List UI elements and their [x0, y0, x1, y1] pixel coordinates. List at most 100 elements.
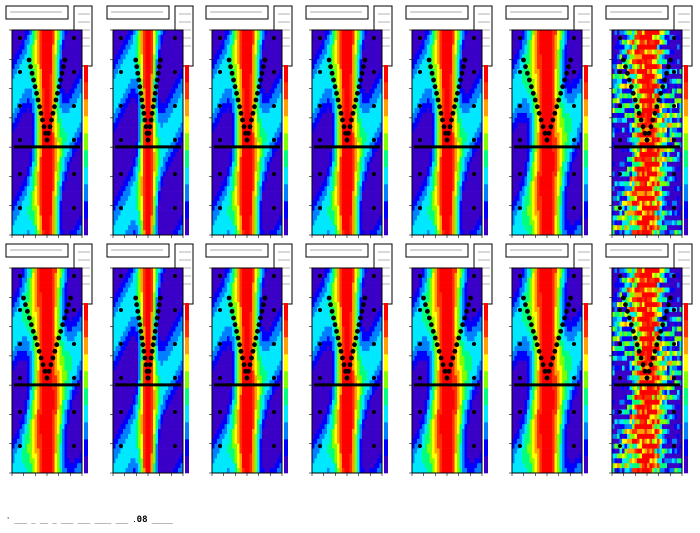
heatmap-cell	[317, 161, 320, 167]
heatmap-cell	[354, 54, 358, 60]
heatmap-cell	[160, 73, 164, 80]
heatmap-cell	[272, 127, 275, 133]
heatmap-cell	[133, 39, 136, 45]
heatmap-cell	[332, 73, 335, 80]
heatmap-cell	[178, 176, 181, 182]
heatmap-cell	[17, 39, 20, 45]
heatmap-cell	[143, 166, 146, 172]
heatmap-cell	[180, 122, 184, 128]
heatmap-cell	[254, 200, 258, 207]
heatmap-cell	[229, 215, 233, 221]
heatmap-cell	[113, 83, 116, 89]
heatmap-cell	[357, 69, 360, 75]
heatmap-cell	[219, 30, 223, 36]
heatmap-cell	[349, 103, 353, 109]
heatmap-cell	[329, 88, 333, 94]
heatmap-cell	[62, 166, 65, 172]
heatmap-cell	[180, 78, 184, 84]
heatmap-cell	[140, 112, 144, 119]
heatmap-cell	[334, 191, 338, 197]
heatmap-cell	[47, 44, 50, 50]
heatmap-cell	[163, 181, 166, 187]
heatmap-cell	[150, 73, 154, 80]
heatmap-cell	[62, 39, 65, 45]
heatmap-cell	[339, 132, 343, 138]
heatmap-cell	[322, 103, 325, 109]
heatmap-cell	[314, 171, 318, 177]
heatmap-cell	[79, 30, 83, 36]
heatmap-cell	[79, 112, 83, 119]
heatmap-cell	[158, 108, 161, 114]
heatmap-cell	[32, 220, 35, 226]
heatmap-cell	[272, 186, 275, 192]
heatmap-cell	[249, 156, 253, 163]
heatmap-cell	[344, 83, 348, 89]
heatmap-cell	[180, 108, 184, 114]
heatmap-cell	[212, 176, 215, 182]
heatmap-cell	[354, 166, 358, 172]
heatmap-cell	[314, 181, 318, 187]
heatmap-cell	[113, 49, 116, 55]
heatmap-cell	[332, 54, 335, 60]
heatmap-cell	[342, 132, 345, 138]
heatmap-cell	[173, 166, 176, 172]
heatmap-cell	[354, 142, 358, 148]
heatmap-cell	[367, 69, 370, 75]
heatmap-cell	[377, 59, 380, 65]
heatmap-cell	[252, 83, 255, 89]
marker-point	[337, 104, 342, 110]
heatmap-cell	[32, 112, 35, 119]
heatmap-cell	[329, 44, 333, 50]
heatmap-cell	[264, 117, 268, 124]
heatmap-cell	[224, 186, 228, 192]
heatmap-cell	[364, 132, 368, 138]
heatmap-cell	[212, 122, 215, 128]
marker-point	[252, 104, 257, 110]
heatmap-cell	[12, 88, 15, 94]
heatmap-cell	[145, 186, 149, 192]
heatmap-cell	[239, 195, 243, 202]
heatmap-cell	[324, 54, 328, 60]
heatmap-cell	[227, 127, 230, 133]
heatmap-cell	[342, 83, 345, 89]
heatmap-cell	[379, 132, 383, 138]
heatmap-cell	[279, 103, 283, 109]
heatmap-cell	[173, 98, 176, 104]
heatmap-cell	[163, 161, 166, 167]
palette-step	[384, 201, 388, 219]
heatmap-cell	[168, 152, 171, 158]
heatmap-cell	[180, 34, 184, 41]
heatmap-cell	[274, 44, 278, 50]
heatmap-cell	[257, 78, 260, 84]
heatmap-cell	[77, 186, 80, 192]
heatmap-cell	[39, 210, 43, 216]
heatmap-cell	[57, 171, 60, 177]
heatmap-cell	[175, 191, 179, 197]
heatmap-cell	[377, 73, 380, 80]
heatmap-cell	[354, 191, 358, 197]
heatmap-cell	[277, 64, 280, 70]
heatmap-cell	[170, 127, 174, 133]
heatmap-cell	[170, 181, 174, 187]
heatmap-cell	[212, 215, 215, 221]
heatmap-cell	[219, 44, 223, 50]
heatmap-cell	[64, 225, 68, 231]
heatmap-cell	[217, 230, 220, 236]
heatmap-cell	[337, 39, 340, 45]
heatmap-cell	[219, 220, 223, 226]
palette-step	[84, 184, 88, 202]
heatmap-cell	[372, 225, 375, 231]
heatmap-cell	[359, 127, 363, 133]
heatmap-cell	[277, 142, 280, 148]
heatmap-cell	[242, 225, 245, 231]
heatmap-cell	[344, 225, 348, 231]
heatmap-cell	[138, 44, 141, 50]
heatmap-cell	[125, 176, 129, 182]
heatmap-cell	[64, 176, 68, 182]
heatmap-cell	[329, 176, 333, 182]
heatmap-cell	[257, 108, 260, 114]
heatmap-cell	[362, 117, 365, 124]
heatmap-cell	[222, 54, 225, 60]
heatmap-cell	[22, 225, 25, 231]
heatmap-cell	[372, 49, 375, 55]
